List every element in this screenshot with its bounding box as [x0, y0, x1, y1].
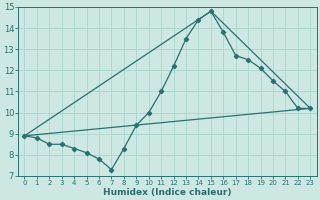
X-axis label: Humidex (Indice chaleur): Humidex (Indice chaleur) [103, 188, 232, 197]
